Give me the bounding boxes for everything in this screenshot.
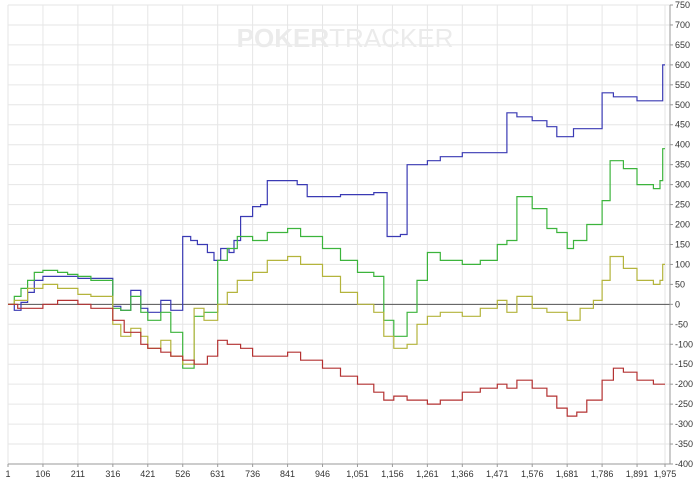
y-tick-label: 600	[675, 60, 690, 70]
y-tick-label: 50	[675, 279, 685, 289]
y-tick-label: -50	[675, 319, 688, 329]
x-axis-ticks: 1 106 211 316 421 526 631 736 841 946 1,051 1,156 1,…	[5, 464, 676, 479]
x-tick-label: 1,576	[521, 469, 544, 479]
series-line-3	[8, 255, 665, 365]
x-tick-label: 106	[35, 469, 50, 479]
y-tick-label: 250	[675, 200, 690, 210]
y-tick-label: 300	[675, 180, 690, 190]
x-tick-label: 946	[315, 469, 330, 479]
y-axis-ticks: -400 -350 -300 -250 -200 -150 -100 -50 0 50 100 150…	[670, 0, 693, 469]
x-tick-label: 1,156	[381, 469, 404, 479]
x-tick-label: 211	[71, 469, 85, 479]
x-tick-label: 1,366	[451, 469, 474, 479]
y-tick-label: 150	[675, 239, 690, 249]
x-tick-label: 421	[140, 469, 155, 479]
y-tick-label: -150	[675, 359, 693, 369]
x-tick-label: 736	[245, 469, 260, 479]
y-tick-label: 0	[675, 299, 680, 309]
x-tick-label: 316	[105, 469, 120, 479]
x-tick-label: 1,681	[556, 469, 579, 479]
y-tick-label: 750	[675, 0, 690, 10]
watermark-word-poker: POKER	[237, 23, 330, 53]
y-tick-label: 450	[675, 120, 690, 130]
x-tick-label: 1,261	[416, 469, 439, 479]
series-line-2	[8, 148, 665, 369]
plot-background	[8, 5, 670, 464]
series-group	[8, 64, 665, 417]
y-tick-label: 200	[675, 220, 690, 230]
axes	[8, 5, 671, 465]
x-tick-label: 1,471	[486, 469, 509, 479]
x-tick-label: 631	[210, 469, 225, 479]
x-tick-label: 1,051	[346, 469, 369, 479]
y-tick-label: -250	[675, 399, 693, 409]
y-tick-label: 350	[675, 160, 690, 170]
x-tick-label: 1	[5, 469, 10, 479]
y-tick-label: -300	[675, 419, 693, 429]
y-tick-label: 550	[675, 80, 690, 90]
y-tick-label: -400	[675, 459, 693, 469]
series-line-4	[8, 299, 665, 417]
y-tick-label: -350	[675, 439, 693, 449]
series-line-1	[8, 64, 665, 313]
x-tick-label: 841	[280, 469, 295, 479]
x-tick-label: 526	[175, 469, 190, 479]
y-tick-label: 100	[675, 259, 690, 269]
y-tick-label: 500	[675, 100, 690, 110]
y-tick-label: 650	[675, 40, 690, 50]
y-tick-label: 700	[675, 20, 690, 30]
y-tick-label: 400	[675, 140, 690, 150]
x-tick-label: 1,891	[626, 469, 649, 479]
x-tick-label: 1,786	[591, 469, 614, 479]
poker-tracker-watermark: POKERTRACKER	[237, 23, 454, 53]
y-tick-label: -100	[675, 339, 693, 349]
x-tick-label: 1,975	[654, 469, 677, 479]
y-tick-label: -200	[675, 379, 693, 389]
watermark-word-tracker: TRACKER	[329, 23, 453, 53]
